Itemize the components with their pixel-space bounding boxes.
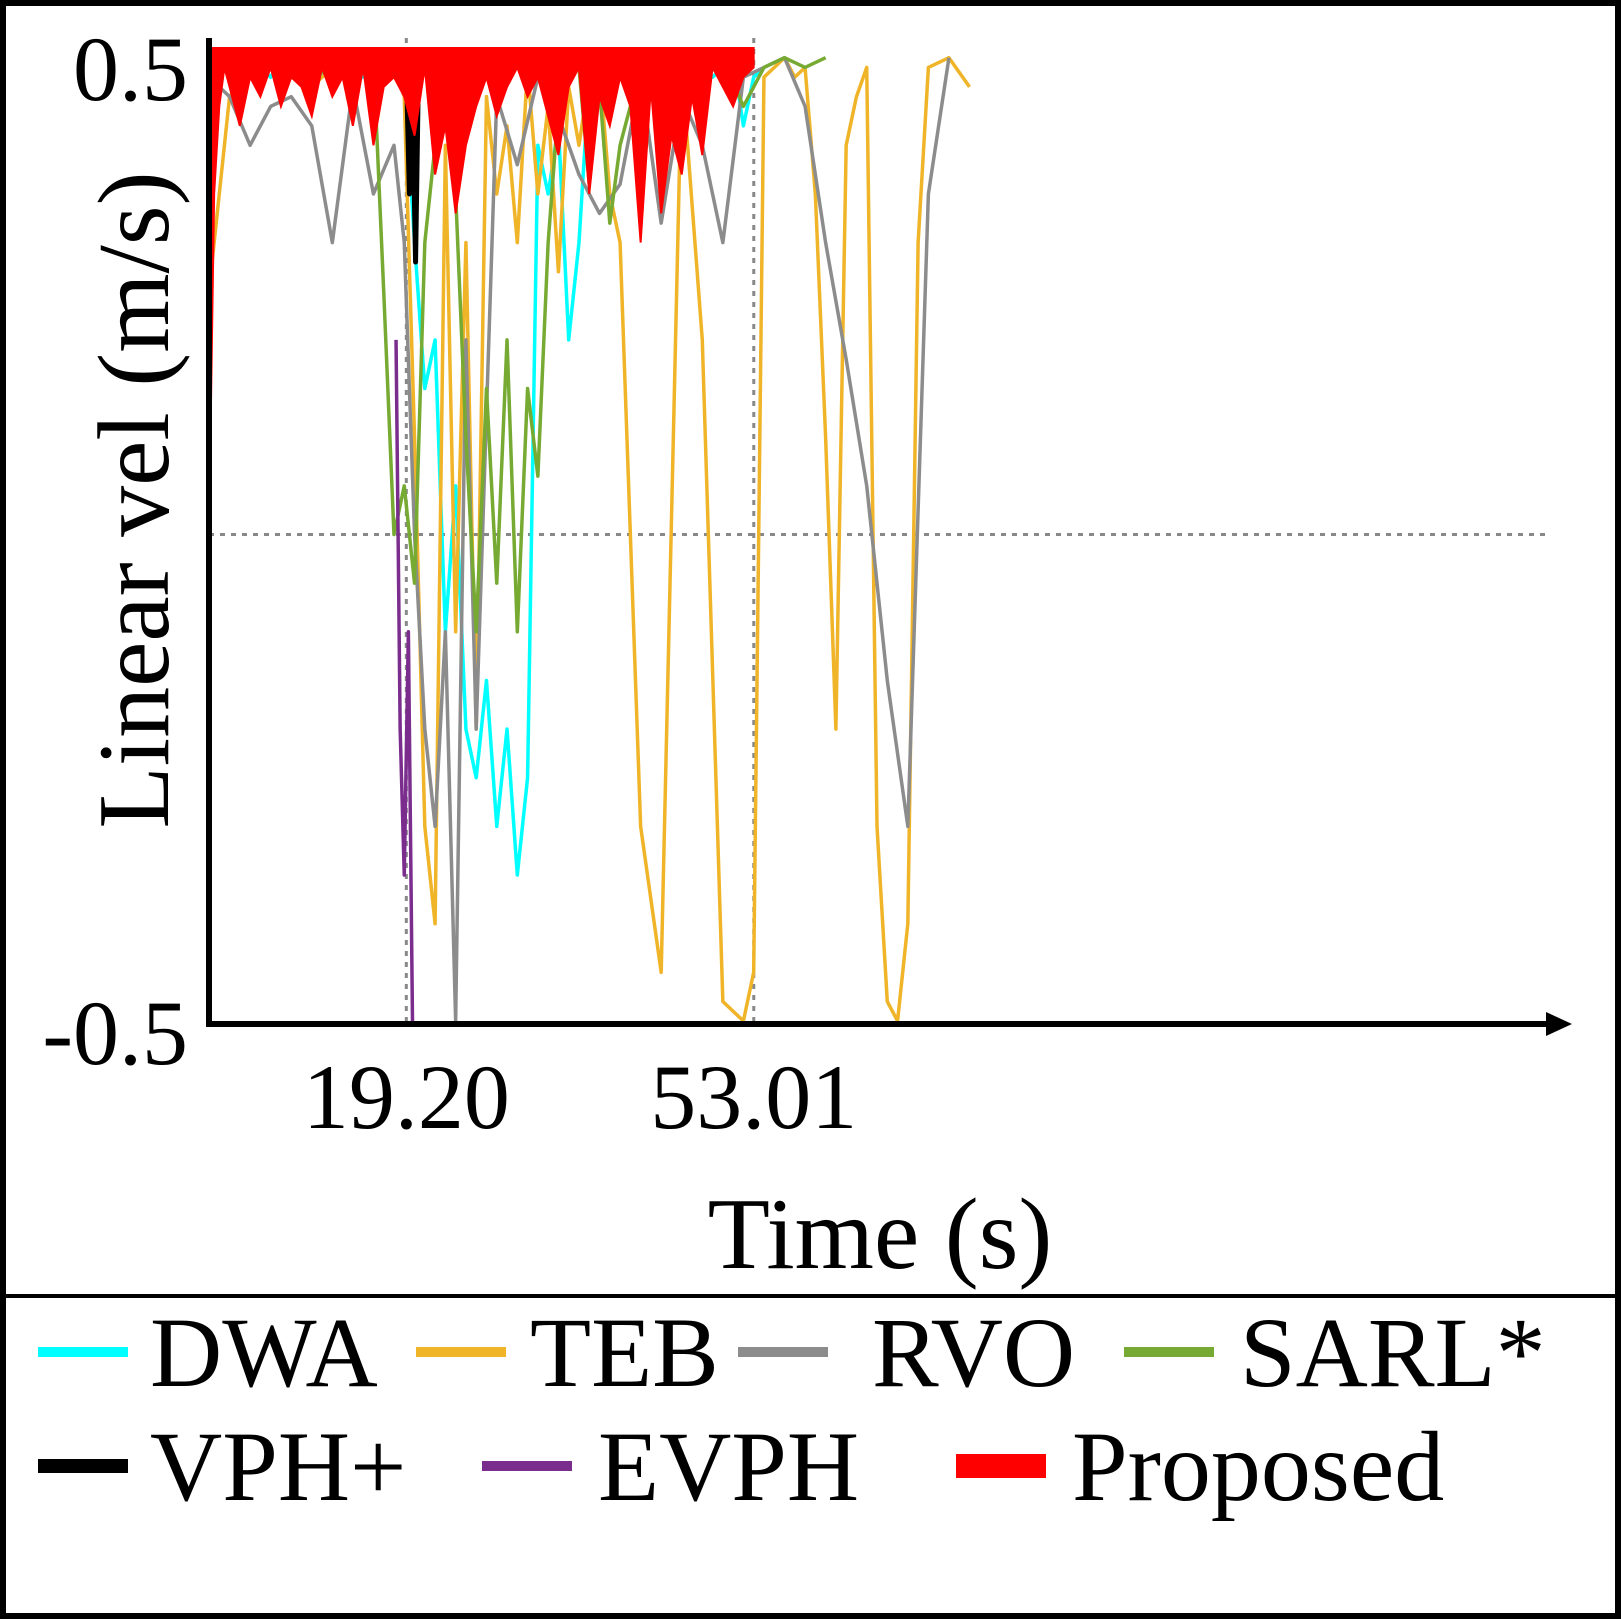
series-sarl	[209, 55, 827, 634]
y-axis-label: Linear vel (m/s)	[78, 171, 191, 828]
legend-swatch-dwa	[38, 1347, 128, 1357]
x-axis-arrow	[1546, 1012, 1572, 1036]
axes	[206, 38, 1572, 1036]
x-tick-label: 53.01	[650, 1046, 857, 1148]
legend-label-dwa: DWA	[150, 1297, 378, 1408]
legend: DWA TEB RVO SARL* VPH+ EVPH Proposed	[38, 1297, 1546, 1522]
legend-label-vph: VPH+	[150, 1411, 406, 1522]
legend-swatch-vph	[38, 1459, 128, 1473]
y-tick-label: 0.5	[73, 18, 188, 120]
legend-swatch-teb	[416, 1347, 506, 1357]
series-evph	[394, 339, 415, 1021]
legend-swatch-sarl	[1124, 1347, 1214, 1357]
legend-swatch-rvo	[738, 1347, 828, 1357]
x-axis-label: Time (s)	[708, 1178, 1053, 1291]
legend-label-evph: EVPH	[598, 1411, 859, 1522]
legend-label-proposed: Proposed	[1072, 1411, 1444, 1522]
series-layer	[209, 47, 971, 1021]
reference-grid	[209, 38, 1545, 1021]
legend-label-sarl: SARL*	[1240, 1297, 1546, 1408]
y-tick-label: -0.5	[42, 982, 188, 1084]
x-tick-label: 19.20	[303, 1046, 510, 1148]
legend-swatch-proposed	[956, 1454, 1046, 1478]
legend-label-teb: TEB	[530, 1297, 719, 1408]
legend-swatch-evph	[482, 1461, 572, 1471]
series-teb	[209, 55, 971, 1021]
legend-label-rvo: RVO	[872, 1297, 1075, 1408]
series-proposed	[209, 47, 755, 535]
